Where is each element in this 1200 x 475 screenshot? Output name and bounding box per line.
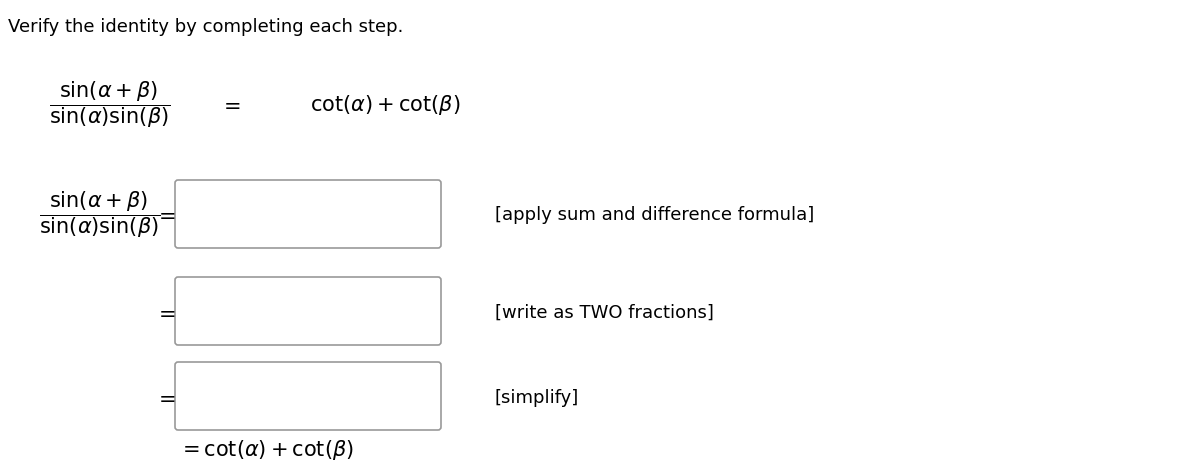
- Text: $\cot(\alpha) + \cot(\beta)$: $\cot(\alpha) + \cot(\beta)$: [310, 93, 461, 117]
- FancyBboxPatch shape: [175, 180, 442, 248]
- Text: $\dfrac{\sin(\alpha + \beta)}{\sin(\alpha)\sin(\beta)}$: $\dfrac{\sin(\alpha + \beta)}{\sin(\alph…: [49, 80, 170, 130]
- Text: [write as TWO fractions]: [write as TWO fractions]: [496, 304, 714, 322]
- Text: [simplify]: [simplify]: [496, 389, 580, 407]
- Text: $=$: $=$: [220, 95, 241, 115]
- Text: $= \cot(\alpha) + \cot(\beta)$: $= \cot(\alpha) + \cot(\beta)$: [178, 438, 354, 462]
- FancyBboxPatch shape: [175, 362, 442, 430]
- Text: [apply sum and difference formula]: [apply sum and difference formula]: [496, 206, 815, 224]
- Text: $=$: $=$: [155, 388, 175, 408]
- Text: $\dfrac{\sin(\alpha + \beta)}{\sin(\alpha)\sin(\beta)}$: $\dfrac{\sin(\alpha + \beta)}{\sin(\alph…: [40, 190, 161, 240]
- Text: Verify the identity by completing each step.: Verify the identity by completing each s…: [8, 18, 403, 36]
- Text: $=$: $=$: [155, 205, 175, 225]
- Text: $=$: $=$: [155, 303, 175, 323]
- FancyBboxPatch shape: [175, 277, 442, 345]
